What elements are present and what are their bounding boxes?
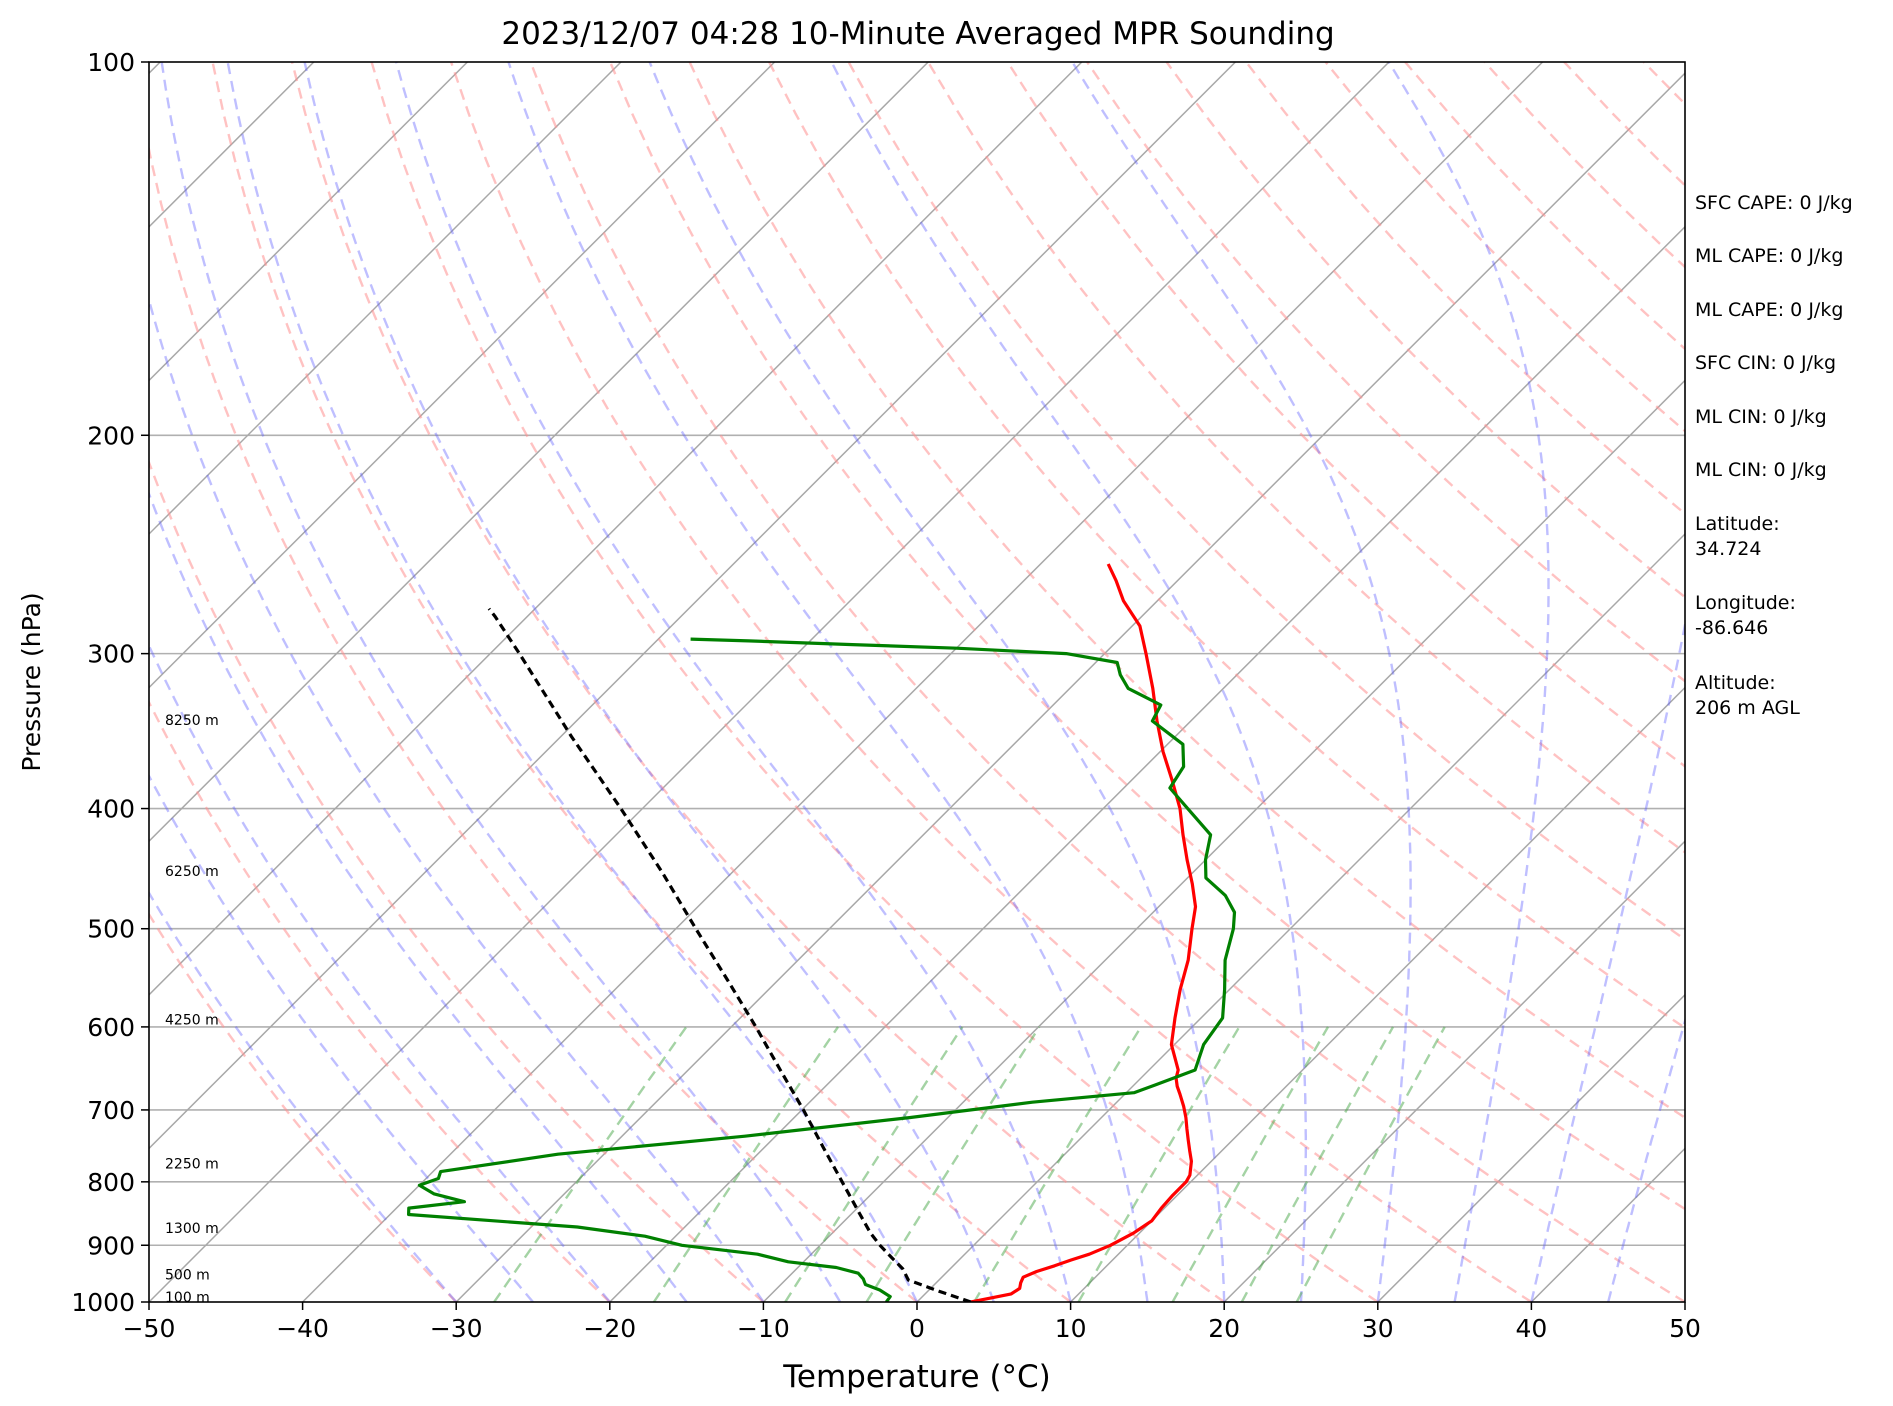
isotherm-line [1070,686,1685,1302]
height-label: 500 m [165,1268,210,1284]
y-tick-label: 400 [87,795,135,824]
info-item-sfc-cape: SFC CAPE: 0 J/kg [1695,192,1853,214]
y-tick-label: 700 [87,1096,135,1125]
info-item-sfc-cin: SFC CIN: 0 J/kg [1695,352,1837,374]
isotherm-line [916,532,1685,1302]
moist-adiabat-line [648,62,1226,1302]
height-label: 1300 m [165,1221,219,1237]
info-item-ml-cape-2: ML CAPE: 0 J/kg [1695,299,1844,321]
info-item-altitude: Altitude: 206 m AGL [1695,672,1800,719]
moist-adiabat-line [1387,62,1550,1302]
moist-adiabat-line [303,62,995,1302]
x-tick-label: 50 [1669,1314,1701,1343]
info-item-longitude: Longitude: -86.646 [1695,592,1796,639]
isotherm-line [302,62,1544,1302]
isotherm-line [609,225,1685,1302]
info-item-ml-cin: ML CIN: 0 J/kg [1695,406,1827,428]
isotherm-line [149,62,1083,996]
moist-adiabat-line [160,62,842,1302]
mixing-ratio-line [1295,1026,1446,1302]
x-axis-label: Temperature (°C) [782,1359,1051,1395]
chart-title: 2023/12/07 04:28 10-Minute Averaged MPR … [501,16,1334,52]
height-label: 4250 m [165,1013,219,1029]
y-tick-label: 100 [87,48,135,77]
info-item-latitude: Latitude: 34.724 [1695,513,1780,560]
dry-adiabat-line [529,62,1685,1302]
isotherm-line [149,62,1390,1302]
x-tick-label: 20 [1208,1314,1240,1343]
isotherm-line [1377,993,1685,1302]
dewpoint-line [407,637,1237,1302]
mixing-ratio-line [1240,1026,1395,1302]
height-label: 2250 m [165,1157,219,1173]
height-label: 100 m [165,1290,210,1306]
x-tick-label: −30 [430,1314,483,1343]
dry-adiabat-line [149,143,918,1302]
moist-adiabat-line [149,490,688,1302]
isotherm-line [149,62,1236,1150]
isotherm-line [149,62,622,536]
y-tick-label: 500 [87,915,135,944]
x-tick-label: 10 [1055,1314,1087,1343]
moist-adiabat-line [149,890,458,1302]
moist-adiabat-line [507,62,1149,1302]
x-tick-label: 30 [1362,1314,1394,1343]
dry-adiabat-line [1165,62,1685,599]
dry-adiabat-line [149,699,611,1302]
temperature-line [970,563,1198,1302]
dry-adiabat-line [608,62,1685,1211]
dry-adiabat-line [290,62,1225,1302]
y-tick-label: 600 [87,1013,135,1042]
isotherm-line [1223,840,1685,1302]
x-tick-label: 40 [1515,1314,1547,1343]
moist-adiabat-line [1530,618,1685,1302]
isotherm-line [149,62,776,689]
isotherm-line [762,379,1685,1302]
dry-adiabat-line [927,62,1685,854]
y-axis-label: Pressure (hPa) [17,592,46,771]
mixing-ratio-line [865,1026,1041,1302]
dry-adiabat-line [149,459,765,1302]
moist-adiabat-line [149,643,611,1302]
y-tick-label: 300 [87,640,135,669]
dry-adiabat-line [149,912,458,1302]
dry-adiabat-line [768,62,1685,1030]
mixing-ratio-line [1077,1026,1241,1302]
y-tick-label: 800 [87,1168,135,1197]
y-tick-label: 200 [87,421,135,450]
x-tick-label: −20 [583,1314,636,1343]
moist-adiabat-line [830,62,1307,1302]
dry-adiabat-line [370,62,1379,1302]
dry-adiabat-line [211,62,1072,1302]
x-tick-label: −10 [737,1314,790,1343]
y-tick-label: 1000 [71,1288,135,1317]
moist-adiabat-line [149,295,765,1302]
moist-adiabat-line [149,773,534,1302]
dry-adiabat-line [449,62,1533,1302]
isotherm-line [149,62,468,382]
mixing-ratio-line [973,1026,1143,1302]
isotherm-line [455,72,1685,1302]
mixing-ratio-line [493,1026,688,1302]
mixing-ratio-line [652,1026,839,1302]
y-tick-label: 900 [87,1231,135,1260]
mixing-ratio-line [1171,1026,1330,1302]
x-tick-label: 0 [909,1314,925,1343]
moist-adiabat-line [226,62,919,1302]
height-label: 6250 m [165,864,219,880]
info-item-ml-cape: ML CAPE: 0 J/kg [1695,245,1844,267]
x-tick-label: −50 [123,1314,176,1343]
dry-adiabat-line [847,62,1685,941]
moist-adiabat-line [1607,1016,1685,1302]
dry-adiabat-line [688,62,1685,1120]
info-item-ml-cin-2: ML CIN: 0 J/kg [1695,459,1827,481]
height-label: 8250 m [165,713,219,729]
dry-adiabat-line [1086,62,1685,683]
moist-adiabat-line [395,62,1072,1302]
x-tick-label: −40 [276,1314,329,1343]
parcel-profile-line [487,607,972,1302]
isotherm-line [149,62,929,843]
